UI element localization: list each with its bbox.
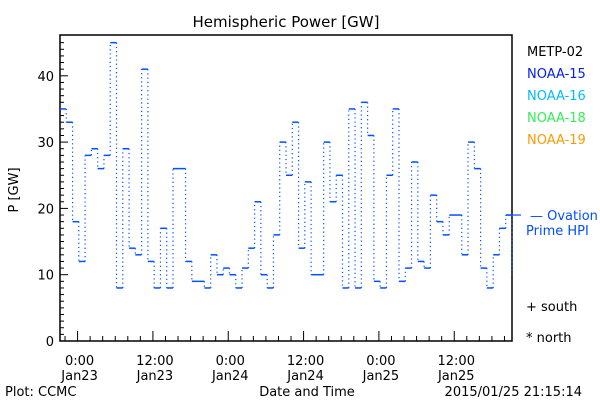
x-tick-label-date: Jan23 — [60, 369, 98, 384]
legend-noaa-19: NOAA-19 — [527, 133, 586, 148]
y-tick-label: 20 — [37, 202, 54, 217]
y-tick-label: 0 — [46, 335, 54, 350]
legend-noaa-18: NOAA-18 — [527, 111, 586, 126]
x-tick-label-date: Jan23 — [136, 369, 174, 384]
y-axis-label: P [GW] — [7, 167, 22, 212]
series-group — [60, 41, 521, 289]
x-axis-label: Date and Time — [259, 385, 355, 400]
legend: METP-02 NOAA-15 NOAA-16 NOAA-18 NOAA-19 … — [526, 45, 598, 346]
y-tick-label: 30 — [37, 136, 54, 151]
x-tick-label-date: Jan25 — [437, 369, 475, 384]
x-tick-label-time: 0:00 — [366, 354, 395, 369]
x-tick-label-time: 12:00 — [287, 354, 324, 369]
legend-noaa-16: NOAA-16 — [527, 89, 586, 104]
x-tick-label-date: Jan25 — [362, 369, 400, 384]
legend-ovation-line1: — Ovation — [530, 209, 598, 224]
legend-south: + south — [526, 300, 577, 315]
x-tick-label-time: 12:00 — [438, 354, 475, 369]
x-tick-label-date: Jan24 — [211, 369, 249, 384]
x-tick-label-time: 0:00 — [216, 354, 245, 369]
plot-timestamp: 2015/01/25 21:15:14 — [445, 385, 582, 400]
plot-credit: Plot: CCMC — [5, 385, 76, 400]
legend-metp-02: METP-02 — [527, 45, 583, 60]
x-tick-label-time: 0:00 — [65, 354, 94, 369]
y-tick-label: 10 — [37, 269, 54, 284]
x-tick-label-date: Jan24 — [286, 369, 324, 384]
plot-frame — [59, 34, 513, 342]
y-tick-label: 40 — [37, 70, 54, 85]
x-tick-label-time: 12:00 — [136, 354, 173, 369]
chart-title: Hemispheric Power [GW] — [193, 13, 380, 31]
legend-ovation-line2: Prime HPI — [526, 224, 589, 239]
legend-north: * north — [526, 331, 572, 346]
axes: 0102030400:00Jan2312:00Jan230:00Jan2412:… — [37, 34, 513, 384]
legend-noaa-15: NOAA-15 — [527, 67, 586, 82]
